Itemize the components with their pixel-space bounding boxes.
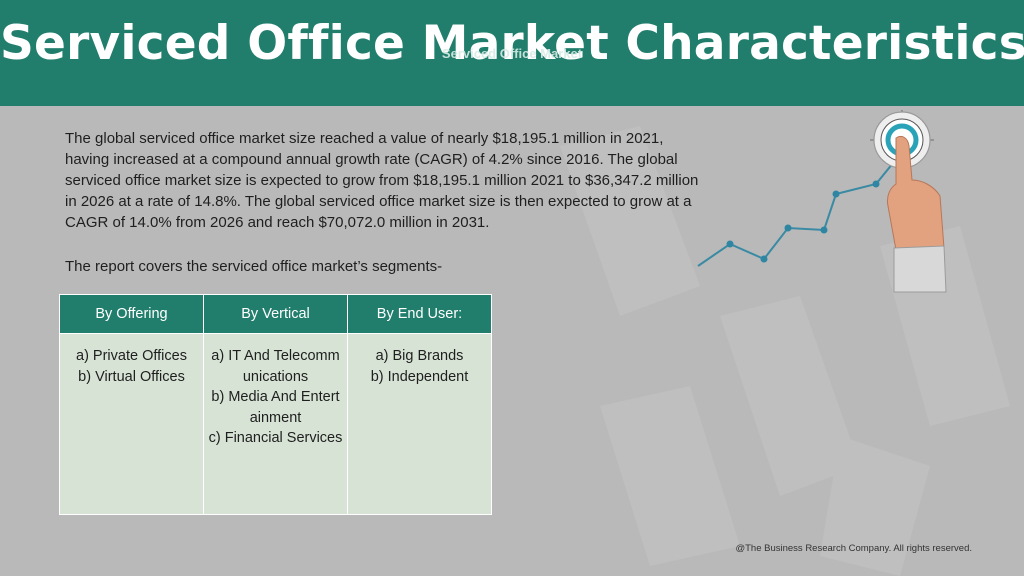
segment-item: a) Big Brands — [375, 348, 464, 364]
header-bar: Serviced Office Market Characteristics: … — [0, 0, 1024, 106]
segment-item: a) Private Offices — [76, 348, 187, 364]
footer-copyright: @The Business Research Company. All righ… — [735, 543, 972, 554]
segment-item: b) Media And Entertainment — [211, 389, 340, 426]
segment-items: a) Big Brands b) Independent — [348, 334, 491, 514]
page-title: Serviced Office Market Characteristics: — [0, 16, 1024, 71]
segment-column-offering: By Offering a) Private Offices b) Virtua… — [60, 295, 204, 514]
intro-paragraph: The global serviced office market size r… — [65, 130, 699, 231]
segment-item: a) IT And Telecommunications — [211, 348, 340, 385]
segment-item: c) Financial Services — [208, 430, 343, 446]
segments-table: By Offering a) Private Offices b) Virtua… — [59, 294, 492, 515]
segment-header: By Offering — [60, 295, 203, 334]
segment-header: By End User: — [348, 295, 491, 334]
segment-column-vertical: By Vertical a) IT And Telecommunications… — [204, 295, 348, 514]
segment-header: By Vertical — [204, 295, 347, 334]
segments-note: The report covers the serviced office ma… — [65, 258, 443, 275]
title-overlay-text: Serviced Office Market — [441, 46, 583, 61]
segment-item: b) Independent — [370, 368, 469, 385]
segment-item: b) Virtual Offices — [78, 368, 185, 385]
target-touch-growth-line-icon — [697, 110, 947, 293]
segment-items: a) Private Offices b) Virtual Offices — [60, 334, 203, 514]
segment-items: a) IT And Telecommunications b) Media An… — [204, 334, 347, 514]
segment-column-end-user: By End User: a) Big Brands b) Independen… — [348, 295, 491, 514]
